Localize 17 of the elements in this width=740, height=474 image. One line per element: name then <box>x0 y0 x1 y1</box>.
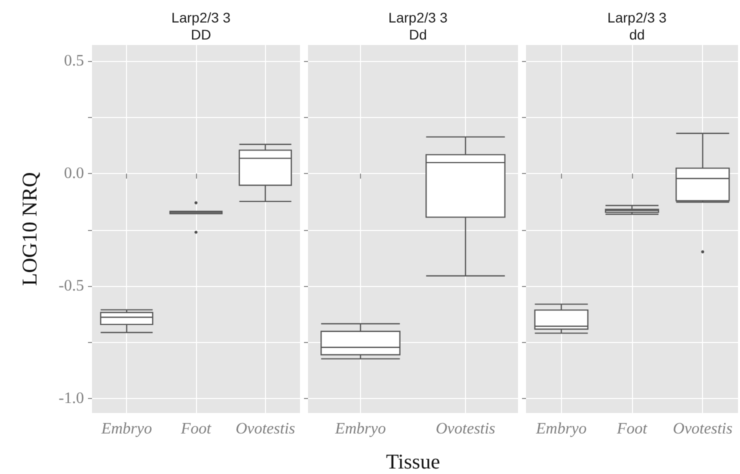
y-tick-label: 0.0 <box>64 165 84 182</box>
x-tick-label: Foot <box>616 420 648 438</box>
chart-title: Larp2/3 3 Dd <box>388 10 448 42</box>
x-tick-label: Embryo <box>334 420 386 438</box>
x-tick-label: Embryo <box>535 420 587 438</box>
chart-title: Larp2/3 3 dd <box>607 10 667 42</box>
x-tick-label: Ovotestis <box>672 420 732 438</box>
y-axis-title: LOG10 NRQ <box>18 172 42 286</box>
chart-title: Larp2/3 3 DD <box>171 10 231 42</box>
x-tick-label: Ovotestis <box>436 420 496 438</box>
y-tick-label: 0.5 <box>64 52 84 70</box>
y-tick-label: -0.5 <box>58 277 84 294</box>
x-axis-title: Tissue <box>386 450 440 474</box>
x-tick-label: Embryo <box>100 420 152 438</box>
x-tick-label: Ovotestis <box>236 420 296 438</box>
x-tick-label: Foot <box>180 420 212 438</box>
y-tick-label: -1.0 <box>58 390 84 407</box>
